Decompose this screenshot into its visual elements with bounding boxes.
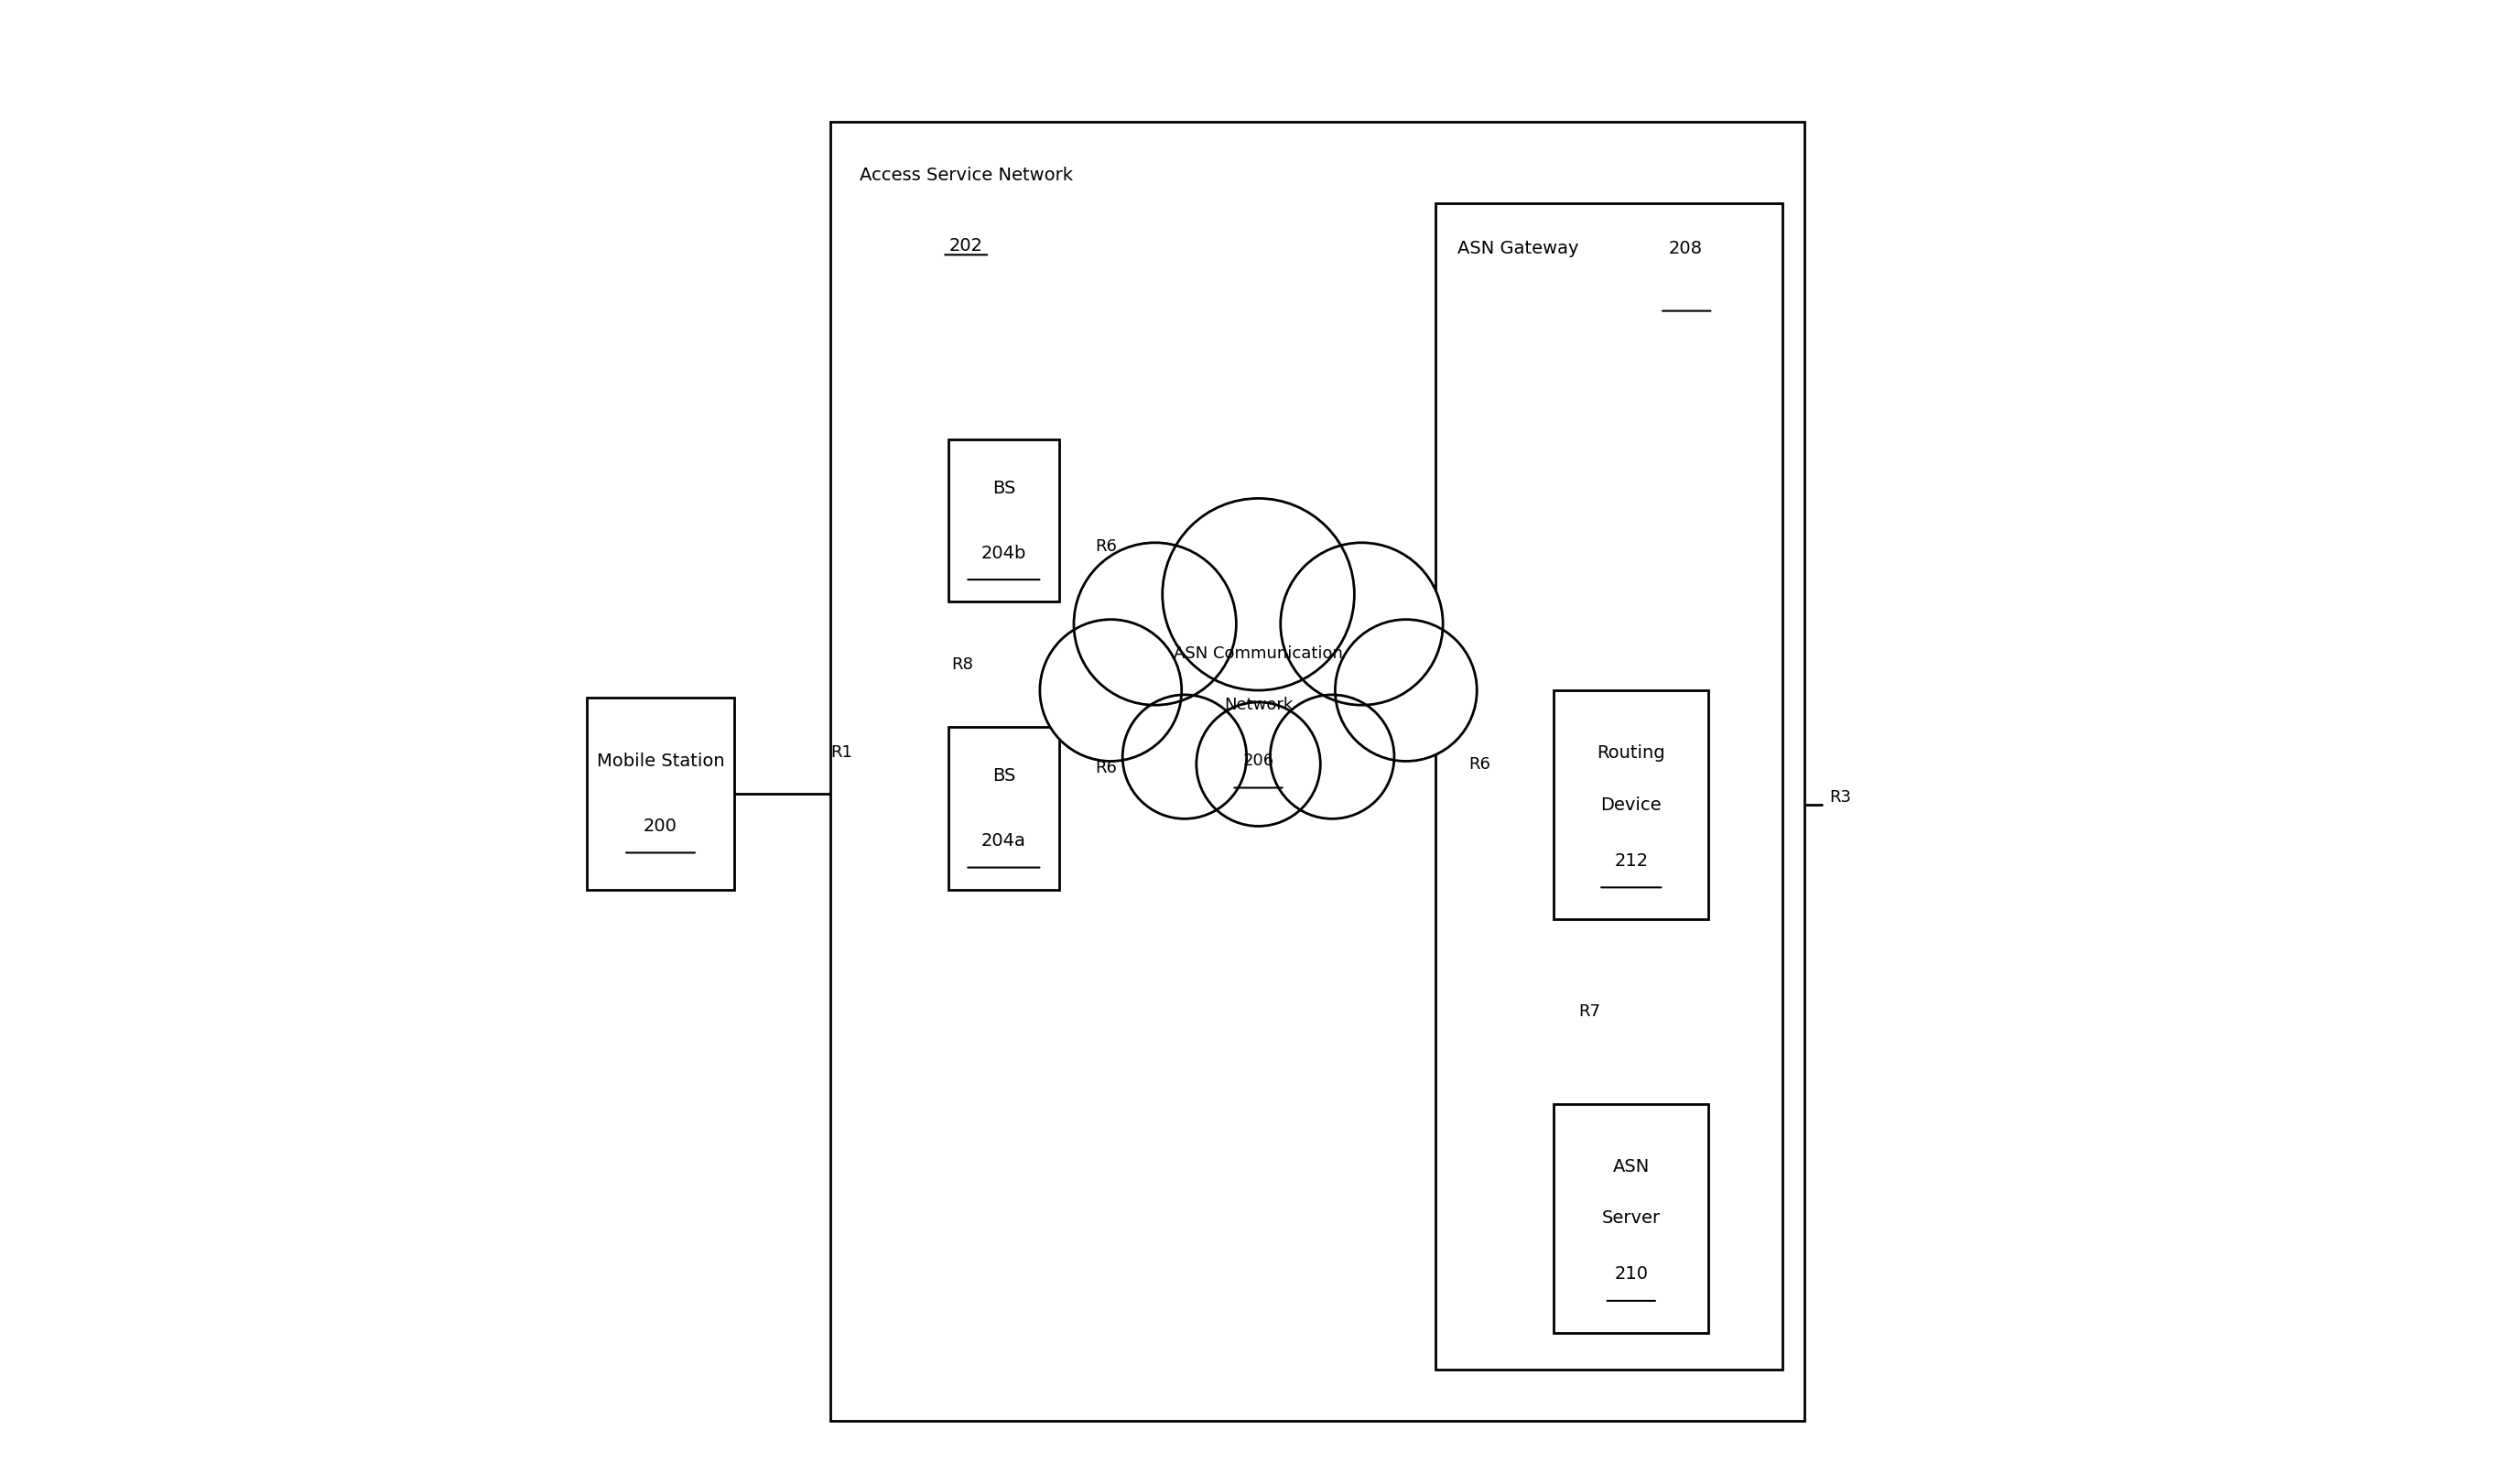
Text: 206: 206 bbox=[1243, 752, 1274, 769]
Text: 210: 210 bbox=[1614, 1266, 1649, 1284]
Circle shape bbox=[1163, 499, 1354, 690]
Text: R6: R6 bbox=[1469, 755, 1491, 772]
Text: ASN: ASN bbox=[1614, 1158, 1649, 1175]
FancyBboxPatch shape bbox=[585, 697, 733, 889]
Text: R7: R7 bbox=[1579, 1003, 1601, 1020]
Text: Access Service Network: Access Service Network bbox=[861, 166, 1073, 184]
Text: BS: BS bbox=[993, 767, 1016, 785]
Circle shape bbox=[1041, 619, 1181, 761]
Text: 200: 200 bbox=[643, 818, 678, 835]
Text: ASN Gateway: ASN Gateway bbox=[1459, 240, 1579, 257]
Circle shape bbox=[1281, 543, 1444, 705]
Circle shape bbox=[1336, 619, 1476, 761]
FancyBboxPatch shape bbox=[948, 439, 1058, 601]
FancyBboxPatch shape bbox=[1436, 203, 1781, 1370]
Circle shape bbox=[1196, 702, 1321, 827]
Text: 202: 202 bbox=[948, 237, 983, 254]
Text: Device: Device bbox=[1601, 795, 1661, 813]
Text: 212: 212 bbox=[1614, 852, 1649, 870]
Text: R8: R8 bbox=[951, 656, 973, 672]
Circle shape bbox=[1073, 543, 1236, 705]
Text: Network: Network bbox=[1223, 697, 1294, 714]
Text: 208: 208 bbox=[1669, 240, 1704, 257]
Text: R3: R3 bbox=[1829, 789, 1851, 806]
Text: R6: R6 bbox=[1096, 539, 1118, 555]
FancyBboxPatch shape bbox=[948, 727, 1058, 889]
Text: 204b: 204b bbox=[981, 545, 1026, 562]
Text: ASN Communication: ASN Communication bbox=[1173, 646, 1344, 662]
FancyBboxPatch shape bbox=[1554, 1104, 1709, 1333]
Text: BS: BS bbox=[993, 479, 1016, 497]
Text: Server: Server bbox=[1601, 1209, 1661, 1227]
Text: R1: R1 bbox=[831, 745, 853, 761]
Circle shape bbox=[1271, 695, 1394, 819]
Text: R6: R6 bbox=[1096, 760, 1118, 776]
FancyBboxPatch shape bbox=[831, 122, 1804, 1422]
FancyBboxPatch shape bbox=[1554, 690, 1709, 919]
Circle shape bbox=[1123, 695, 1246, 819]
Text: Routing: Routing bbox=[1596, 745, 1666, 761]
Text: Mobile Station: Mobile Station bbox=[595, 752, 726, 770]
Text: 204a: 204a bbox=[981, 833, 1026, 850]
